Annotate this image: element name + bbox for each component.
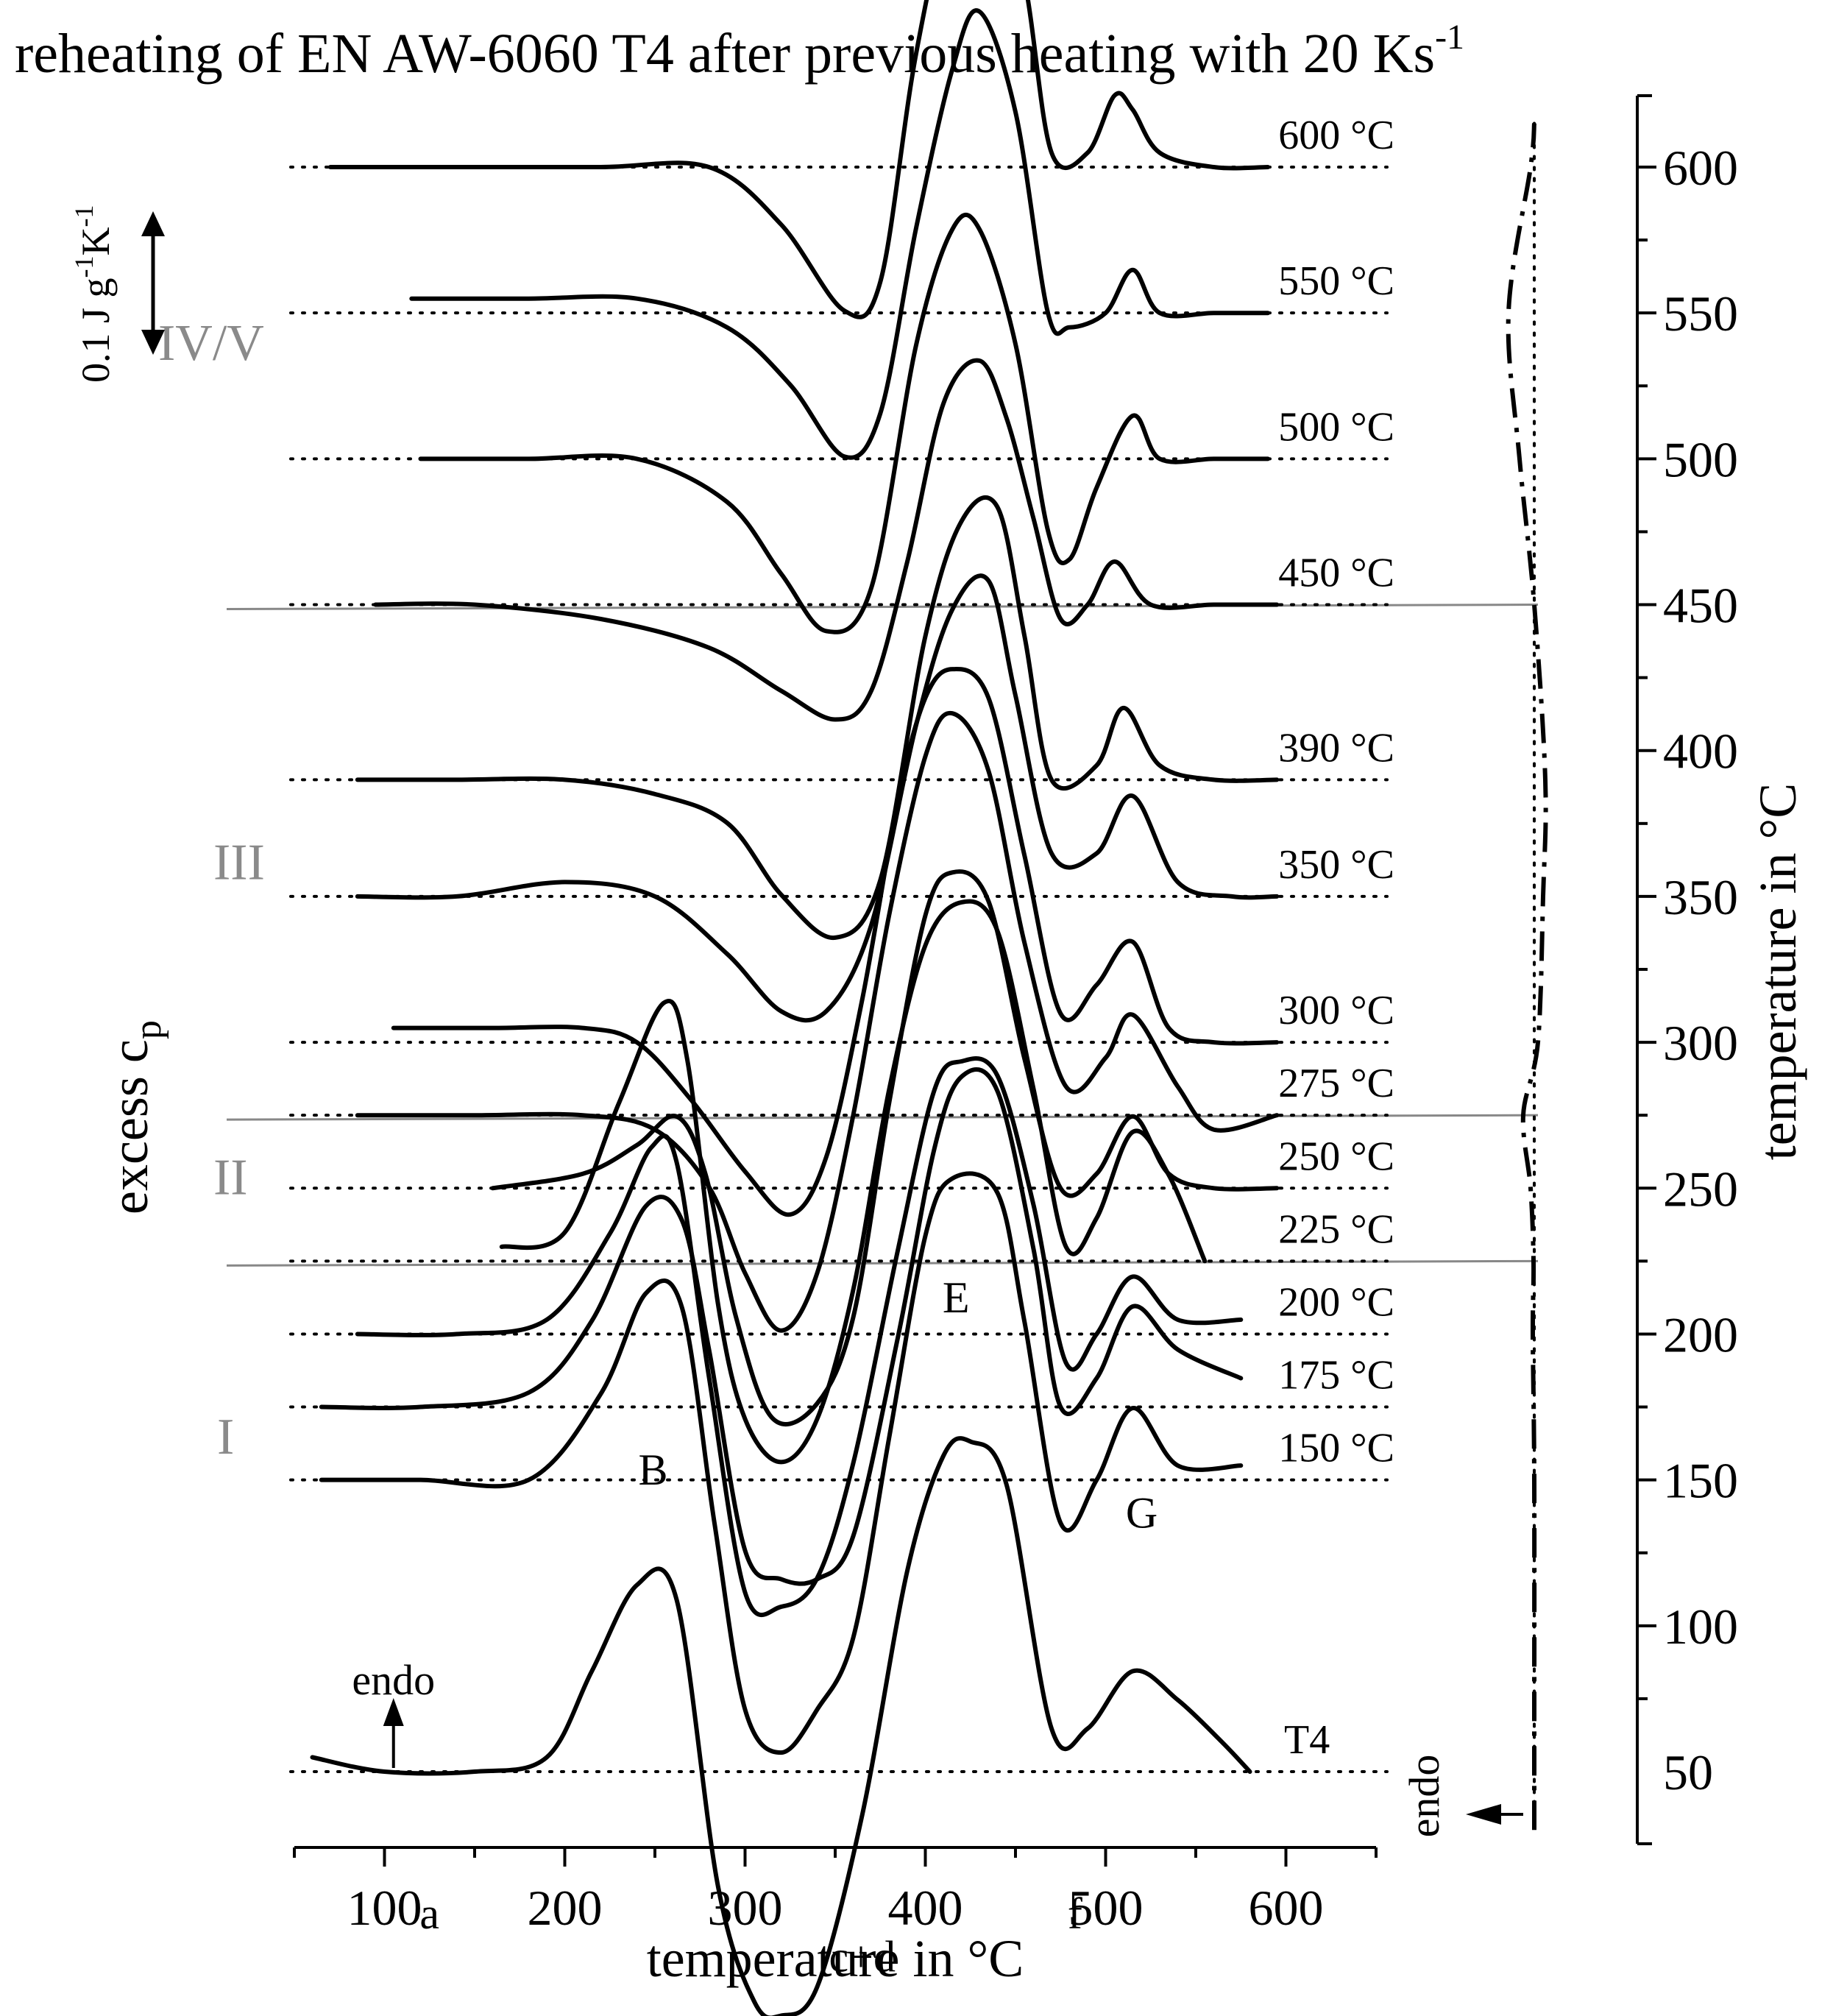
- curve: [355, 573, 1280, 1023]
- peak-label: E: [943, 1273, 970, 1322]
- endo-right-arrow-head: [1466, 1804, 1501, 1825]
- baselines: [289, 166, 1389, 1773]
- y-axis-title: excess cp: [100, 1020, 169, 1214]
- right-tick-label: 250: [1663, 1161, 1738, 1217]
- curve: [319, 1067, 1244, 1586]
- endo-arrow-head: [383, 1698, 404, 1726]
- curve: [310, 1436, 1252, 2016]
- peak-label: G: [1126, 1489, 1158, 1538]
- divider-line: [226, 1259, 1539, 1267]
- curve: [355, 495, 1280, 940]
- curve-label: 390 °C: [1278, 725, 1394, 771]
- x-tick-label: 300: [708, 1880, 783, 1936]
- curve-label: 225 °C: [1278, 1206, 1394, 1252]
- peak-labels: a Bc+d Ef G: [419, 1273, 1158, 1981]
- scale-bar-arrow-down: [141, 330, 165, 355]
- curve: [490, 869, 1280, 1426]
- right-tick-label: 550: [1663, 286, 1738, 342]
- region-label: IV/V: [158, 315, 264, 372]
- temperature-program-curve: [1506, 123, 1548, 1831]
- curve-label: 250 °C: [1278, 1133, 1394, 1179]
- right-tick-label: 50: [1663, 1744, 1713, 1800]
- x-tick-label: 400: [888, 1880, 963, 1936]
- curve: [328, 0, 1270, 319]
- peak-label: a: [419, 1889, 439, 1938]
- right-axis-title: temperature in °C: [1748, 783, 1807, 1161]
- curve-label: 275 °C: [1278, 1061, 1394, 1106]
- right-tick-label: 350: [1663, 869, 1738, 925]
- curve: [355, 710, 1280, 1333]
- curve-label: 350 °C: [1278, 842, 1394, 888]
- right-tick-label: 150: [1663, 1453, 1738, 1509]
- x-tick-label: 500: [1068, 1880, 1144, 1936]
- divider-line: [226, 604, 1539, 611]
- endo-label: endo: [352, 1656, 435, 1704]
- curve-labels: T4 150 °C 175 °C 200 °C 225 °C 250 °C 275 °C 30…: [1278, 113, 1394, 1763]
- annotations: endo endo 0.1 J g-1K-1 excess cp: [69, 121, 1548, 1838]
- curve-label: T4: [1284, 1717, 1330, 1763]
- curve: [418, 213, 1270, 634]
- curve: [319, 1171, 1244, 1755]
- x-axis-title: temperature in °C: [647, 1929, 1024, 1988]
- x-tick-label: 100: [347, 1880, 422, 1936]
- curve-label: 200 °C: [1278, 1279, 1394, 1325]
- endo-right-label: endo: [1400, 1755, 1448, 1838]
- curve: [373, 358, 1280, 722]
- region-label: I: [217, 1409, 234, 1465]
- right-tick-label: 300: [1663, 1015, 1738, 1071]
- curve-label: 450 °C: [1278, 551, 1394, 596]
- curve-label: 175 °C: [1278, 1353, 1394, 1398]
- right-tick-label: 600: [1663, 140, 1738, 196]
- curve: [499, 899, 1208, 1465]
- region-label: III: [213, 834, 265, 891]
- data-curves: [310, 0, 1280, 2016]
- right-tick-label: 200: [1663, 1306, 1738, 1362]
- region-label: II: [213, 1149, 248, 1206]
- curve-label: 150 °C: [1278, 1426, 1394, 1471]
- curve-label: 600 °C: [1278, 113, 1394, 158]
- right-tick-label: 100: [1663, 1599, 1738, 1655]
- right-tick-label: 500: [1663, 431, 1738, 487]
- curve-label: 300 °C: [1278, 988, 1394, 1033]
- peak-label: c+d: [829, 1933, 896, 1981]
- right-tick-label: 450: [1663, 578, 1738, 634]
- right-axis: 50 100 150 200 250 300 350 400 450 500 550 600 tempe…: [1636, 94, 1807, 1845]
- curve: [355, 1056, 1244, 1618]
- scale-bar-arrow-up: [141, 211, 165, 236]
- curve-label: 550 °C: [1278, 258, 1394, 304]
- scale-bar-label: 0.1 J g-1K-1: [69, 205, 118, 383]
- peak-label: B: [639, 1446, 668, 1494]
- curve: [409, 8, 1270, 460]
- x-axis: 100 200 300 400 500 600 temperature in °C: [293, 1846, 1378, 1988]
- x-tick-label: 200: [528, 1880, 603, 1936]
- peak-label: f: [1068, 1889, 1082, 1938]
- curve-label: 500 °C: [1278, 404, 1394, 450]
- chart-title: reheating of EN AW-6060 T4 after previou…: [15, 18, 1464, 85]
- x-tick-label: 600: [1249, 1880, 1324, 1936]
- right-tick-label: 400: [1663, 724, 1738, 779]
